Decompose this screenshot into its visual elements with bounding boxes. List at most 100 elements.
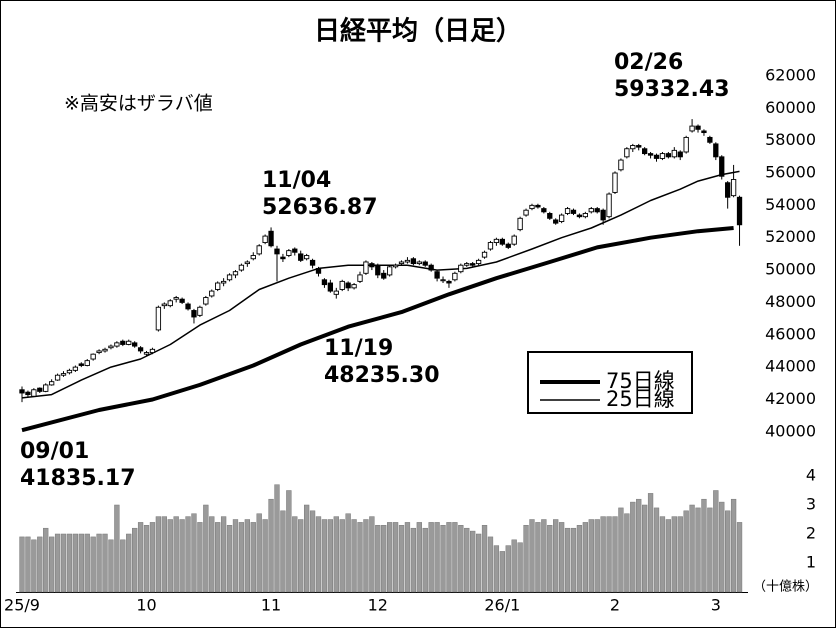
candle-body — [292, 248, 298, 253]
volume-bar — [730, 498, 737, 593]
candle-body — [695, 125, 701, 130]
volume-bar — [54, 533, 61, 593]
moving-average-line — [21, 226, 734, 433]
candle-body — [309, 259, 316, 266]
candle-body — [49, 381, 55, 386]
y-tick-label: 50000 — [765, 260, 816, 279]
volume-bar — [535, 522, 541, 593]
volume-bar — [511, 539, 517, 593]
volume-bar — [636, 498, 642, 593]
volume-bar — [523, 525, 529, 593]
candle-body — [440, 279, 446, 282]
candle-body — [475, 259, 482, 265]
candle-body — [547, 212, 553, 219]
volume-bar — [541, 519, 547, 593]
volume-bar — [167, 519, 173, 593]
candle-body — [677, 151, 683, 158]
y-tick-label: 58000 — [765, 130, 816, 149]
volume-bar — [547, 525, 553, 593]
candle-body — [606, 193, 612, 218]
volume-bar — [191, 513, 197, 593]
candle-body — [114, 342, 120, 347]
annotation-date: 02/26 — [614, 50, 683, 75]
candle-body — [387, 266, 393, 276]
volume-bar — [493, 545, 500, 593]
candle-body — [19, 389, 25, 394]
candle-body — [250, 255, 256, 260]
x-tick-label: 10 — [136, 596, 156, 615]
candle-body — [375, 264, 381, 276]
candle-body — [303, 255, 310, 260]
volume-bar — [398, 525, 405, 593]
candle-body — [730, 179, 737, 197]
volume-bar — [203, 504, 209, 593]
volume-bar — [369, 516, 375, 593]
volume-bar — [594, 519, 600, 593]
volume-bar — [345, 513, 351, 593]
volume-bar — [671, 516, 677, 593]
volume-bar — [309, 510, 316, 593]
candle-body — [594, 208, 600, 213]
y-tick-label: 52000 — [765, 227, 816, 246]
volume-bar — [428, 522, 434, 593]
volume-bar — [25, 536, 31, 593]
candle-body — [357, 274, 363, 282]
y-tick-label: 44000 — [765, 357, 816, 376]
candle-body — [576, 214, 583, 218]
annotation-value: 52636.87 — [262, 195, 378, 220]
candle-body — [470, 263, 476, 266]
volume-tick-label: 4 — [806, 466, 816, 485]
candle-body — [363, 261, 369, 274]
volume-bar — [440, 525, 446, 593]
candle-body — [422, 261, 428, 266]
candle-body — [499, 238, 505, 245]
volume-bar — [72, 533, 79, 593]
volume-bar — [244, 519, 250, 593]
annotation-value: 59332.43 — [614, 77, 730, 102]
volume-bar — [582, 522, 589, 593]
candle-body — [280, 256, 286, 260]
volume-bar — [339, 519, 345, 593]
candle-body — [458, 264, 464, 273]
candle-body — [197, 306, 203, 316]
candle-body — [37, 387, 43, 392]
volume-unit: （十億株） — [753, 579, 818, 595]
volume-bar — [78, 533, 84, 593]
candle-body — [689, 125, 695, 132]
volume-bar — [618, 507, 624, 593]
volume-bar — [410, 527, 417, 593]
volume-bar — [517, 542, 523, 593]
volume-bar — [132, 527, 138, 593]
moving-average-line — [21, 170, 740, 399]
candle-body — [215, 282, 221, 290]
candle-body — [315, 267, 322, 274]
volume-bar — [481, 525, 488, 593]
candle-body — [392, 264, 399, 268]
candle-body — [564, 208, 571, 214]
volume-bar — [232, 519, 239, 593]
candle-body — [529, 204, 535, 210]
annotation-date: 11/19 — [324, 336, 393, 361]
x-tick-label: 2 — [610, 596, 620, 615]
candle-body — [481, 251, 488, 258]
volume-bar — [120, 539, 126, 593]
candle-body — [618, 159, 624, 171]
candle-body — [553, 219, 559, 224]
candle-body — [446, 280, 452, 284]
candle-body — [155, 306, 162, 331]
volume-bar — [719, 501, 725, 593]
volume-bar — [553, 519, 559, 593]
volume-bar — [155, 516, 162, 593]
candle-body — [404, 259, 411, 263]
volume-bar — [416, 522, 422, 593]
volume-bar — [363, 519, 369, 593]
candle-body — [203, 297, 209, 305]
candle-body — [428, 264, 434, 271]
candle-body — [232, 271, 239, 276]
candle-body — [381, 272, 387, 279]
volume-bar — [606, 516, 612, 593]
candle-body — [713, 143, 719, 158]
volume-bar — [381, 525, 387, 593]
y-tick-label: 42000 — [765, 389, 816, 408]
